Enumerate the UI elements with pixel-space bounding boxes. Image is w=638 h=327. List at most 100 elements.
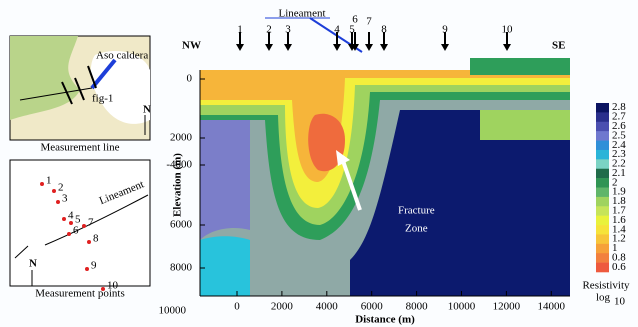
colorbar-swatch bbox=[596, 215, 609, 226]
colorbar-swatch bbox=[596, 112, 609, 123]
point-label: 9 bbox=[91, 260, 97, 272]
colorbar-label: 2.6 bbox=[612, 120, 626, 132]
electrode-label: 4 bbox=[334, 24, 340, 36]
colorbar-swatch bbox=[596, 121, 609, 132]
electrode-label: 8 bbox=[381, 24, 387, 36]
electrode-arrowhead bbox=[265, 44, 273, 51]
caption: Measurement line bbox=[40, 142, 119, 154]
measurement-point bbox=[40, 182, 44, 186]
colorbar-label: 0.6 bbox=[612, 261, 626, 273]
map-frame bbox=[9, 159, 151, 287]
colorbar-label: 1.8 bbox=[612, 195, 626, 207]
x-tick-label: 4000 bbox=[316, 301, 339, 313]
electrode-label: 2 bbox=[266, 24, 272, 36]
colorbar-label: 1.7 bbox=[612, 205, 626, 217]
contour bbox=[470, 58, 570, 75]
x-axis-label: Distance (m) bbox=[355, 314, 415, 326]
point-label: 6 bbox=[73, 225, 79, 237]
annotation-arrow bbox=[340, 157, 362, 211]
colorbar-title: Resistivity bbox=[582, 280, 630, 292]
measurement-point bbox=[52, 189, 56, 193]
location-map: Aso caldera fig-1 N Measurement line bbox=[9, 35, 151, 154]
resistivity-section: Fracture Zone NW SE Lineament Elevation … bbox=[172, 8, 570, 326]
y-tick-label: -4000 bbox=[166, 159, 192, 171]
colorbar-label: 2.4 bbox=[612, 139, 626, 151]
lineament-line bbox=[44, 194, 149, 246]
y-axis-label: Elevation (m) bbox=[172, 153, 184, 217]
x-tick-label: 0 bbox=[234, 301, 240, 313]
colorbar: Resistivity log 10 bbox=[582, 280, 630, 308]
colorbar-swatch bbox=[596, 262, 609, 273]
colorbar-swatch bbox=[596, 159, 609, 170]
measurement-point bbox=[101, 287, 105, 291]
electrode-arrowhead bbox=[503, 44, 511, 51]
point-label: 2 bbox=[58, 182, 64, 194]
colorbar-label: 2.7 bbox=[612, 111, 626, 123]
map-tick bbox=[61, 81, 73, 105]
colorbar-label: 1.9 bbox=[612, 186, 626, 198]
electrode-label: 7 bbox=[366, 16, 372, 28]
colorbar-swatch bbox=[596, 196, 609, 207]
electrode-label: 10 bbox=[502, 24, 514, 36]
colorbar-label: 2.2 bbox=[612, 158, 626, 170]
colorbar-swatch bbox=[596, 187, 609, 198]
measurement-point bbox=[56, 200, 60, 204]
measurement-point bbox=[62, 217, 66, 221]
contour bbox=[200, 70, 570, 182]
y-tick-label: 10000 bbox=[159, 305, 187, 317]
contour bbox=[480, 110, 570, 140]
colorbar-label: 2.8 bbox=[612, 101, 626, 113]
x-tick-label: 8000 bbox=[406, 301, 429, 313]
x-tick-label: 12000 bbox=[493, 301, 521, 313]
y-tick-label: 6000 bbox=[170, 219, 193, 231]
measurement-point bbox=[87, 240, 91, 244]
colorbar-swatch bbox=[596, 206, 609, 216]
colorbar-swatch bbox=[596, 234, 609, 245]
electrode-arrowhead bbox=[380, 44, 388, 51]
colorbar-swatch bbox=[596, 243, 609, 254]
electrode-arrowhead bbox=[236, 44, 244, 51]
colorbar-swatch bbox=[596, 178, 609, 188]
y-tick-label: 8000 bbox=[170, 262, 193, 274]
measurement-point bbox=[69, 221, 73, 225]
colorbar-title: log bbox=[596, 292, 611, 304]
measurement-point bbox=[82, 224, 86, 228]
annotation: Zone bbox=[405, 223, 428, 235]
x-tick-label: 6000 bbox=[361, 301, 384, 313]
colorbar-label: 2 bbox=[612, 176, 618, 188]
point-label: 1 bbox=[46, 175, 52, 187]
map-tick bbox=[74, 77, 85, 101]
point-label: 8 bbox=[93, 233, 99, 245]
colorbar-label: 2.1 bbox=[612, 167, 626, 179]
colorbar-label: 1.4 bbox=[612, 223, 626, 235]
colorbar-label: 1.2 bbox=[612, 233, 626, 245]
measurement-line bbox=[90, 58, 117, 90]
point-label: 4 bbox=[68, 210, 74, 222]
point-label: 3 bbox=[62, 193, 68, 205]
lineament-label: Lineament bbox=[278, 8, 325, 20]
map-label: Aso caldera bbox=[96, 50, 148, 62]
north-label: N bbox=[143, 104, 151, 116]
x-tick-label: 2000 bbox=[271, 301, 294, 313]
measurement-point bbox=[85, 267, 89, 271]
electrode-arrowhead bbox=[284, 44, 292, 51]
electrode-label: 5 bbox=[349, 24, 355, 36]
point-label: 5 bbox=[75, 214, 81, 226]
electrode-label: 3 bbox=[285, 24, 291, 36]
colorbar-swatch bbox=[596, 253, 609, 263]
x-tick-label: 10000 bbox=[448, 301, 476, 313]
colorbar-label: 2.5 bbox=[612, 129, 626, 141]
colorbar-swatch bbox=[596, 149, 609, 160]
colorbar-swatch bbox=[596, 225, 609, 235]
electrode-label: 6 bbox=[352, 14, 358, 26]
colorbar-swatch bbox=[596, 168, 609, 179]
point-label: 7 bbox=[88, 217, 94, 229]
contour bbox=[308, 113, 345, 172]
contour bbox=[200, 120, 250, 240]
electrode-label: 9 bbox=[442, 24, 448, 36]
measurement-point bbox=[67, 232, 71, 236]
north-label: N bbox=[29, 258, 37, 270]
y-tick-label: 0 bbox=[187, 73, 193, 85]
direction-label: NW bbox=[182, 40, 201, 52]
